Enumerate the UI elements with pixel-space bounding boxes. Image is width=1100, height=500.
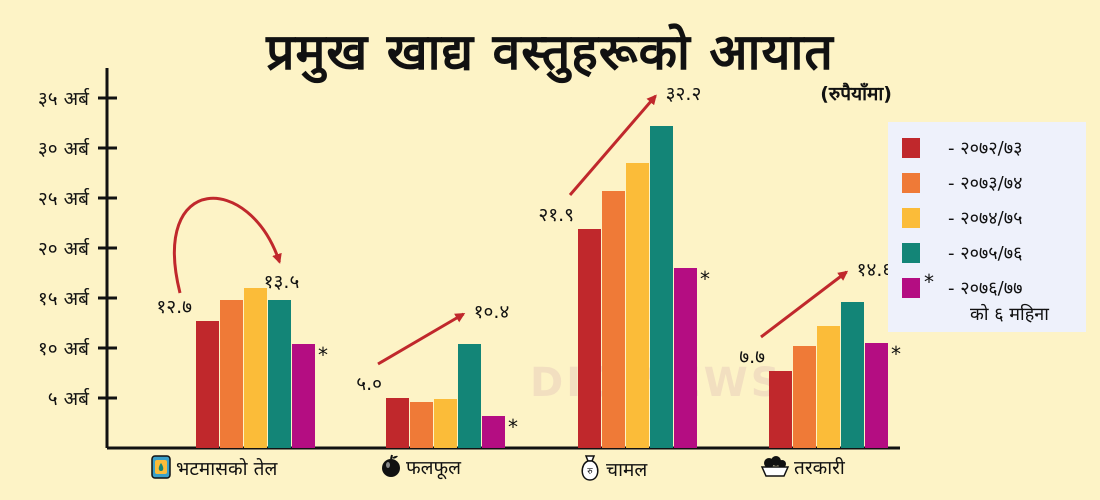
category-label: फलफूल bbox=[380, 454, 461, 488]
legend-label: - २०७४/७५ bbox=[948, 208, 1023, 229]
annotation-to-label: ३२.२ bbox=[666, 83, 702, 105]
partial-marker: * bbox=[318, 343, 328, 367]
category-label: तरकारी bbox=[760, 454, 845, 488]
legend-label: - २०७६/७७ bbox=[948, 278, 1023, 299]
page-subtitle: (रुपैयाँमा) bbox=[820, 83, 892, 105]
y-tick-label: २० अर्ब bbox=[38, 237, 90, 260]
category-label-text: भटमासको तेल bbox=[176, 458, 278, 480]
partial-marker: * bbox=[891, 342, 901, 366]
annotation-from-label: ५.० bbox=[356, 373, 382, 395]
annotation-arrow bbox=[377, 312, 466, 366]
oil-can-icon bbox=[150, 454, 172, 485]
fruit-icon bbox=[380, 454, 402, 483]
bar bbox=[769, 371, 792, 448]
partial-marker: * bbox=[508, 415, 518, 439]
annotation-arrow bbox=[173, 196, 282, 294]
y-tick-label: ३० अर्ब bbox=[38, 137, 90, 160]
bar bbox=[793, 346, 816, 448]
bar bbox=[410, 402, 433, 448]
legend-swatch bbox=[902, 138, 920, 158]
legend-note: को ६ महिना bbox=[970, 304, 1049, 325]
category-label-text: चामल bbox=[606, 459, 648, 481]
annotation-to-label: १०.४ bbox=[474, 301, 510, 323]
bar bbox=[482, 416, 505, 448]
bar bbox=[196, 321, 219, 448]
category-label: भटमासको तेल bbox=[150, 454, 277, 488]
vegetable-basket-icon bbox=[760, 454, 790, 483]
legend-swatch bbox=[902, 278, 920, 298]
bar bbox=[674, 268, 697, 448]
bar bbox=[434, 399, 457, 448]
legend-item: - २०७२/७३ bbox=[902, 136, 1086, 160]
svg-text:रु: रु bbox=[587, 467, 593, 477]
y-tick-label: १० अर्ब bbox=[38, 337, 90, 360]
category-label-text: फलफूल bbox=[406, 457, 462, 479]
bar bbox=[865, 343, 888, 448]
annotation-from-label: १२.७ bbox=[156, 296, 192, 318]
legend: - २०७२/७३ - २०७३/७४ - २०७४/७५ - २०७५/७६ - २०… bbox=[888, 122, 1086, 332]
bar bbox=[292, 344, 315, 448]
page-title: प्रमुख खाद्य वस्तुहरूको आयात bbox=[266, 23, 834, 81]
legend-partial-marker: * bbox=[924, 270, 934, 294]
bar bbox=[220, 300, 243, 448]
annotation-arrow bbox=[760, 270, 849, 339]
bar bbox=[578, 229, 601, 448]
legend-swatch bbox=[902, 243, 920, 263]
bar bbox=[817, 326, 840, 448]
bar bbox=[268, 300, 291, 448]
rice-sack-icon: रु bbox=[578, 454, 602, 487]
legend-label: - २०७२/७३ bbox=[948, 138, 1023, 159]
bar bbox=[386, 398, 409, 448]
y-tick-label: ३५ अर्ब bbox=[38, 87, 90, 110]
category-label: रु चामल bbox=[578, 454, 647, 488]
bar bbox=[244, 288, 267, 448]
legend-label: - २०७५/७६ bbox=[948, 243, 1023, 264]
legend-item: - २०७५/७६ bbox=[902, 241, 1086, 265]
bar bbox=[841, 302, 864, 448]
category-label-text: तरकारी bbox=[794, 457, 845, 479]
bar bbox=[650, 126, 673, 448]
partial-marker: * bbox=[700, 267, 710, 291]
annotation-from-label: ७.७ bbox=[739, 346, 765, 368]
y-tick-label: २५ अर्ब bbox=[38, 187, 90, 210]
y-tick-label: ५ अर्ब bbox=[48, 387, 90, 410]
legend-item: - २०७६/७७ * bbox=[902, 270, 1086, 300]
legend-item: - २०७३/७४ bbox=[902, 171, 1086, 195]
bar bbox=[626, 163, 649, 448]
legend-label: - २०७३/७४ bbox=[948, 173, 1023, 194]
legend-swatch bbox=[902, 173, 920, 193]
bar bbox=[602, 191, 625, 448]
annotation-to-label: १४.६ bbox=[857, 259, 893, 281]
y-tick-label: १५ अर्ब bbox=[38, 287, 90, 310]
annotation-arrow bbox=[568, 94, 657, 196]
annotation-to-label: १३.५ bbox=[264, 271, 300, 293]
legend-swatch bbox=[902, 208, 920, 228]
annotation-from-label: २१.९ bbox=[538, 204, 574, 226]
bar bbox=[458, 344, 481, 448]
legend-item: - २०७४/७५ bbox=[902, 206, 1086, 230]
